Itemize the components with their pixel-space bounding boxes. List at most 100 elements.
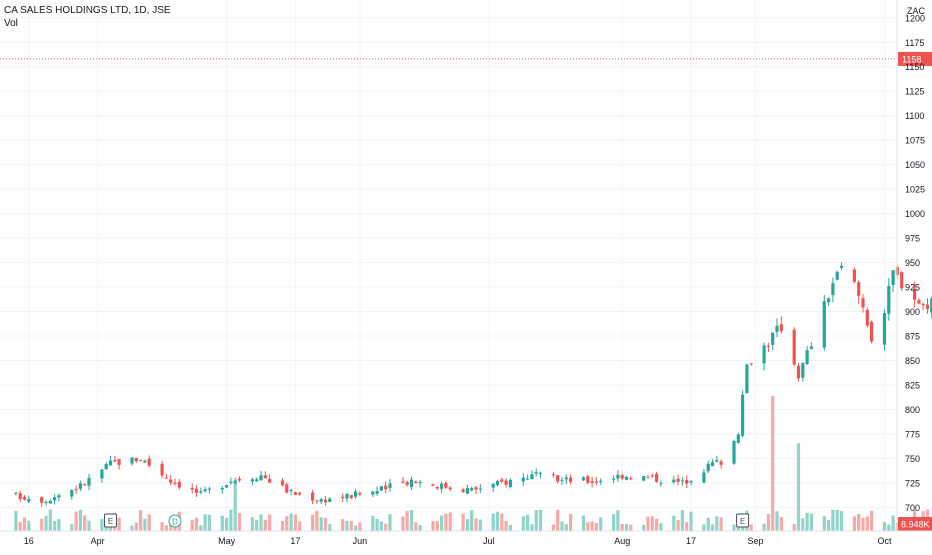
candle-body xyxy=(48,501,52,504)
time-tick-label: Oct xyxy=(877,536,892,546)
volume-bar xyxy=(48,509,52,531)
volume-bar xyxy=(495,511,500,531)
candle-body xyxy=(207,488,211,490)
volume-bar xyxy=(440,515,444,531)
volume-bar xyxy=(354,525,358,531)
volume-bar xyxy=(74,511,78,531)
symbol-title[interactable]: CA SALES HOLDINGS LTD, 1D, JSE xyxy=(4,5,171,16)
volume-bar xyxy=(835,509,839,531)
candle-body xyxy=(620,475,624,479)
candle-body xyxy=(809,346,813,349)
volume-indicator-label[interactable]: Vol xyxy=(4,18,18,29)
volume-bar xyxy=(857,513,861,531)
candle-body xyxy=(139,460,143,462)
time-tick-label: Jul xyxy=(483,536,495,546)
candle-body xyxy=(913,288,917,300)
volume-bar xyxy=(225,517,229,531)
candle-body xyxy=(624,476,629,480)
volume-bar xyxy=(676,519,680,531)
candle-body xyxy=(379,486,383,491)
candle-body xyxy=(108,460,113,466)
candle-body xyxy=(323,499,328,503)
candle-body xyxy=(74,489,78,491)
candle-body xyxy=(732,441,736,464)
volume-bar xyxy=(870,510,874,531)
candle-body xyxy=(590,481,594,483)
candle-body xyxy=(642,476,646,481)
volume-bar xyxy=(659,523,663,531)
candle-body xyxy=(736,434,740,443)
earnings-marker: E xyxy=(736,513,750,528)
price-tick-label: 750 xyxy=(905,454,920,464)
candle-body xyxy=(857,282,861,296)
candle-body xyxy=(203,489,207,492)
candle-body xyxy=(771,332,775,345)
candle-body xyxy=(504,480,508,485)
grid xyxy=(0,0,897,531)
volume-bar xyxy=(328,524,332,531)
candle-body xyxy=(500,479,504,482)
price-tick-label: 1000 xyxy=(905,209,925,219)
volume-bar xyxy=(839,511,844,531)
volume-bar xyxy=(143,518,147,531)
volume-bar xyxy=(792,523,796,531)
volume-bar xyxy=(70,524,74,531)
candle-body xyxy=(900,272,904,289)
volume-bar xyxy=(779,517,783,531)
volume-bar xyxy=(53,521,57,531)
candle-body xyxy=(268,479,272,483)
volume-bar xyxy=(478,519,482,531)
volume-bar xyxy=(315,510,319,531)
candle-body xyxy=(865,309,869,326)
candle-body xyxy=(177,481,181,488)
time-tick-label: 17 xyxy=(686,536,696,546)
candle-body xyxy=(190,487,194,490)
volume-bar xyxy=(646,516,650,531)
volume-bar xyxy=(414,522,418,531)
candle-body xyxy=(882,313,887,345)
candle-body xyxy=(27,499,31,502)
candle-body xyxy=(53,497,57,501)
candle-body xyxy=(130,457,134,464)
volume-bar xyxy=(259,514,263,531)
volume-bar xyxy=(599,517,603,531)
volume-bar xyxy=(57,519,61,531)
candle-body xyxy=(22,496,27,500)
volume-bar xyxy=(409,509,414,531)
volume-bar xyxy=(117,517,121,531)
candle-body xyxy=(891,270,895,285)
volume-bar xyxy=(809,513,813,531)
candle-body xyxy=(538,472,543,474)
volume-bar xyxy=(861,517,865,531)
volume-bar xyxy=(341,519,345,531)
earnings-marker-box xyxy=(736,513,750,528)
price-tick-label: 1050 xyxy=(905,160,925,170)
volume-bar xyxy=(526,514,530,531)
candle-body xyxy=(173,482,177,484)
candle-body xyxy=(917,299,921,304)
volume-bar xyxy=(311,514,315,531)
volume-bar xyxy=(556,509,560,531)
volume-bar xyxy=(590,521,594,531)
volume-bar xyxy=(190,519,194,531)
volume-bar xyxy=(771,396,775,531)
candle-body xyxy=(229,481,233,483)
volume-bar xyxy=(285,516,289,531)
candle-body xyxy=(100,469,104,479)
volume-bar xyxy=(14,510,18,531)
volume-bar xyxy=(642,524,646,531)
volume-bar xyxy=(289,513,293,531)
volume-bar xyxy=(220,515,224,531)
candle-body xyxy=(345,493,349,499)
price-tick-label: 775 xyxy=(905,429,920,439)
volume-value-label: 8.948K xyxy=(901,520,930,530)
candle-body xyxy=(870,321,874,342)
volume-bar xyxy=(586,522,590,531)
volume-bar xyxy=(323,517,328,531)
candle-body xyxy=(293,492,297,495)
candle-body xyxy=(237,478,242,481)
volume-bar xyxy=(268,514,272,531)
